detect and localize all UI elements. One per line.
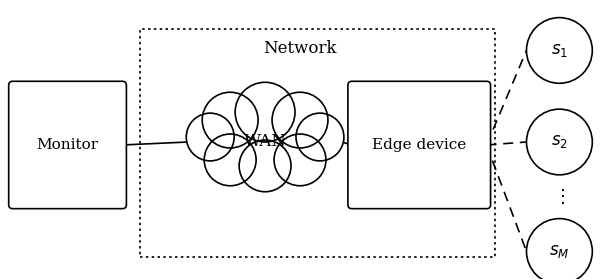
Ellipse shape: [239, 140, 291, 192]
Ellipse shape: [235, 82, 295, 142]
Ellipse shape: [272, 92, 328, 148]
FancyBboxPatch shape: [8, 81, 126, 209]
Text: $s_M$: $s_M$: [549, 243, 570, 260]
Ellipse shape: [186, 113, 234, 161]
Ellipse shape: [202, 92, 258, 148]
Text: Edge device: Edge device: [372, 138, 466, 152]
FancyBboxPatch shape: [348, 81, 490, 209]
Circle shape: [527, 18, 593, 83]
Ellipse shape: [274, 134, 326, 186]
Text: $s_2$: $s_2$: [551, 134, 568, 150]
Circle shape: [527, 219, 593, 280]
Ellipse shape: [215, 104, 315, 180]
Text: $s_1$: $s_1$: [551, 42, 568, 59]
Text: Monitor: Monitor: [36, 138, 98, 152]
Text: $\vdots$: $\vdots$: [553, 187, 565, 206]
Ellipse shape: [204, 134, 256, 186]
Text: Network: Network: [263, 41, 336, 57]
Text: WAN: WAN: [243, 134, 286, 150]
Ellipse shape: [296, 113, 344, 161]
Circle shape: [527, 109, 593, 175]
